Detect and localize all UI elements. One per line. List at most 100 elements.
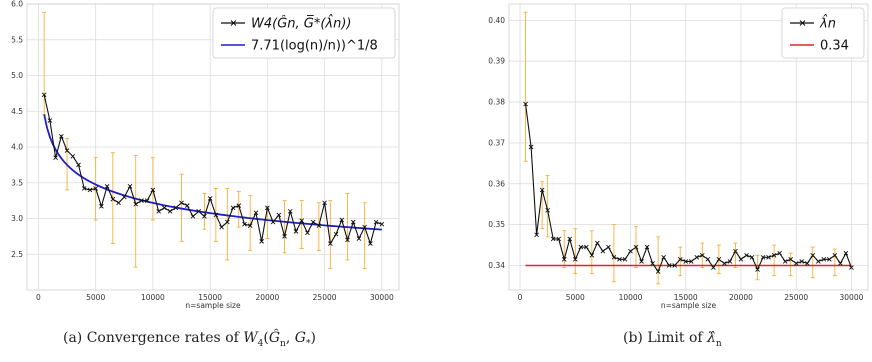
y-tick-label: 0.35	[488, 220, 505, 229]
data-point-marker	[572, 257, 578, 262]
data-point-marker	[76, 162, 81, 168]
legend-marker	[799, 20, 806, 26]
data-point-marker	[350, 219, 356, 225]
data-point-marker	[688, 259, 694, 264]
x-tick-label: 15000	[198, 293, 222, 302]
y-tick-label: 0.37	[488, 138, 505, 147]
data-point-marker	[310, 219, 316, 225]
data-point-marker	[727, 259, 733, 264]
data-point-marker	[173, 205, 179, 211]
data-point-marker	[782, 259, 788, 264]
data-point-marker	[733, 248, 738, 254]
data-point-marker	[539, 187, 545, 193]
legend-label-series: λ̂n	[819, 14, 836, 31]
data-point-marker	[815, 259, 821, 264]
x-axis-label: n=sample size	[185, 301, 241, 310]
data-point-marker	[70, 153, 76, 159]
data-point-marker	[316, 223, 322, 228]
figure-canvas: 0 5000 10000 15000 20000 25000 30000 2.5 3.0 3.5 4…	[11, 0, 869, 310]
data-point-marker	[139, 198, 144, 203]
data-point-marker	[804, 261, 810, 266]
data-point-marker	[722, 261, 727, 266]
data-point-marker	[276, 212, 282, 218]
data-point-marker	[545, 208, 550, 213]
data-point-marker	[230, 205, 236, 211]
plot-frame	[26, 3, 400, 291]
data-point-marker	[213, 212, 219, 218]
data-point-marker	[87, 187, 93, 193]
data-point-marker	[293, 229, 299, 234]
data-point-marker	[832, 252, 838, 258]
caption-a-n-sub: n	[280, 338, 286, 349]
data-point-marker	[843, 250, 849, 256]
data-point-marker	[224, 219, 230, 225]
data-point-marker	[167, 209, 173, 214]
data-point-marker	[766, 254, 771, 260]
data-point-marker	[379, 221, 385, 227]
series-line	[43, 94, 383, 246]
caption-a-text: (a) Convergence rates of	[63, 330, 239, 346]
y-tick-label: 0.36	[488, 179, 505, 188]
caption-a-formula-sub: 4	[257, 338, 264, 349]
data-point-marker	[666, 263, 672, 268]
data-point-marker	[744, 252, 749, 258]
data-point-marker	[528, 144, 534, 150]
data-point-marker	[339, 217, 345, 223]
data-point-marker	[93, 186, 98, 191]
data-point-marker	[287, 209, 293, 214]
legend-label-series: W4(Ĝn, G̅*(λ̂n))	[251, 14, 352, 31]
x-tick-label: 30000	[370, 293, 394, 302]
data-point-marker	[265, 205, 270, 211]
data-point-marker	[184, 203, 190, 208]
data-point-marker	[162, 205, 167, 211]
data-point-marker	[362, 224, 367, 230]
data-point-marker	[611, 254, 617, 260]
data-point-marker	[333, 231, 339, 237]
data-point-marker	[356, 236, 362, 241]
data-point-marker	[595, 240, 600, 246]
data-point-marker	[760, 254, 766, 260]
data-point-marker	[253, 210, 259, 216]
data-point-marker	[661, 254, 666, 260]
y-tick-label: 5.5	[11, 35, 23, 44]
caption-b: (b) Limit of λ̂n	[623, 330, 722, 349]
data-point-marker	[622, 257, 628, 262]
data-point-marker	[672, 263, 678, 268]
data-point-marker	[650, 261, 655, 266]
y-tick-label: 0.40	[488, 16, 505, 25]
data-point-marker	[299, 218, 305, 223]
data-point-marker	[242, 221, 247, 227]
x-axis-label: n=sample size	[661, 301, 717, 310]
data-point-marker	[849, 265, 854, 270]
data-point-marker	[121, 194, 127, 200]
data-point-marker	[827, 257, 832, 262]
caption-b-lambda: λ̂	[707, 330, 716, 346]
x-tick-label: 0	[36, 293, 41, 302]
data-point-marker	[196, 209, 202, 214]
legend-label-reference: 0.34	[820, 39, 849, 54]
data-point-marker	[534, 232, 539, 238]
y-tick-label: 6.0	[11, 0, 23, 9]
caption-a-formula: W	[243, 330, 258, 346]
data-point-marker	[771, 252, 777, 258]
data-point-marker	[694, 254, 700, 260]
y-tick-label: 3.5	[11, 178, 23, 187]
data-point-marker	[716, 257, 722, 262]
data-point-marker	[793, 261, 799, 266]
caption-a-ghat: Ĝ	[268, 330, 281, 346]
caption-a-star-sub: *	[305, 338, 311, 349]
data-point-marker	[550, 236, 556, 242]
x-tick-label: 15000	[674, 293, 698, 302]
data-point-marker	[305, 230, 310, 236]
data-point-marker	[202, 214, 207, 219]
caption-a: (a) Convergence rates of W4(Ĝn, G*)	[63, 330, 316, 349]
legend-label-reference: 7.71(log(n)/n))^1/8	[251, 39, 378, 54]
data-point-marker	[150, 187, 156, 193]
data-point-marker	[219, 224, 224, 230]
series-line	[525, 104, 852, 273]
data-point-marker	[270, 219, 276, 225]
data-point-marker	[639, 259, 644, 264]
data-point-marker	[600, 248, 606, 254]
data-point-marker	[561, 257, 567, 262]
y-tick-label: 0.38	[488, 98, 505, 107]
